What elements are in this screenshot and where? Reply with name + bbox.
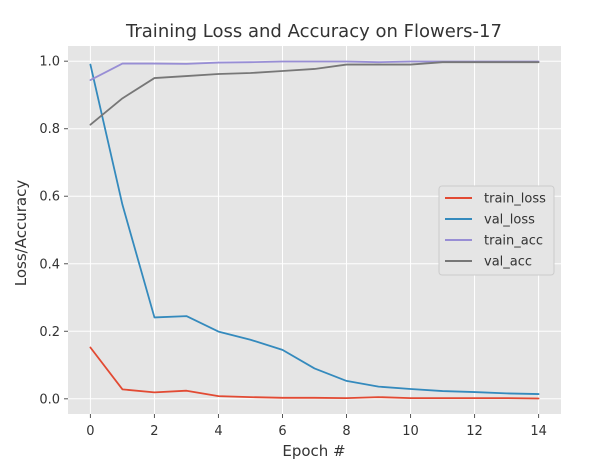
x-tick-label: 8 — [342, 424, 350, 439]
legend: train_loss val_loss train_acc val_acc — [439, 186, 554, 275]
legend-label-val-acc: val_acc — [484, 255, 532, 270]
y-tick-label: 0.8 — [39, 122, 60, 137]
x-tick-label: 14 — [530, 424, 547, 439]
x-tick-label: 12 — [466, 424, 483, 439]
x-axis-label: Epoch # — [282, 442, 345, 460]
legend-label-val-loss: val_loss — [484, 213, 535, 228]
chart-title: Training Loss and Accuracy on Flowers-17 — [125, 21, 502, 42]
x-axis-ticks: 0 2 4 6 8 10 12 14 — [86, 414, 547, 439]
x-tick-label: 2 — [150, 424, 158, 439]
y-axis-label: Loss/Accuracy — [12, 180, 30, 287]
x-tick-label: 10 — [402, 424, 419, 439]
x-tick-label: 6 — [278, 424, 286, 439]
x-tick-label: 0 — [86, 424, 94, 439]
legend-label-train-acc: train_acc — [484, 234, 543, 249]
legend-label-train-loss: train_loss — [484, 192, 546, 207]
y-tick-label: 0.6 — [39, 190, 60, 205]
y-axis-ticks: 0.0 0.2 0.4 0.6 0.8 1.0 — [39, 55, 68, 408]
y-tick-label: 0.0 — [39, 392, 60, 407]
x-tick-label: 4 — [214, 424, 222, 439]
y-tick-label: 1.0 — [39, 55, 60, 70]
y-tick-label: 0.4 — [39, 257, 60, 272]
y-tick-label: 0.2 — [39, 325, 60, 340]
